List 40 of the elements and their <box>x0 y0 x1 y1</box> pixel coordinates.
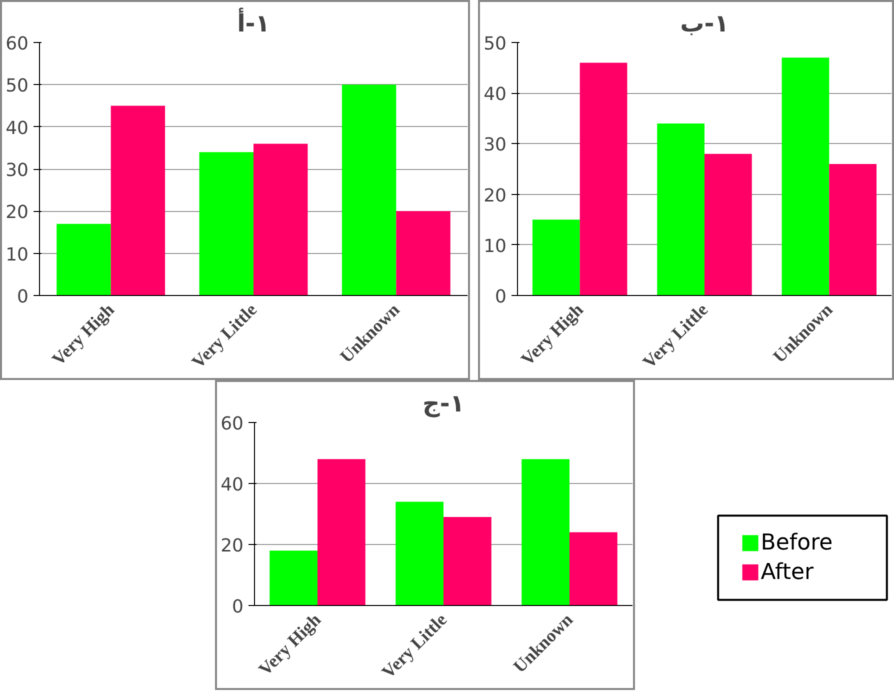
bar <box>396 211 450 296</box>
bar <box>342 84 396 296</box>
bar <box>110 106 166 296</box>
bar <box>532 220 580 296</box>
y-tick-label: 50 <box>484 34 506 54</box>
bar <box>270 550 318 606</box>
y-tick-label: 60 <box>6 34 28 54</box>
bar <box>56 224 111 296</box>
bar <box>199 152 254 296</box>
bar <box>704 154 752 296</box>
y-tick-label: 0 <box>232 596 244 618</box>
bar <box>522 459 570 606</box>
bar <box>570 532 618 606</box>
legend-label: Before <box>760 530 833 556</box>
y-tick-label: 0 <box>17 286 28 308</box>
bar <box>580 62 628 296</box>
y-tick-label: 30 <box>6 160 28 181</box>
bar <box>396 502 444 606</box>
y-tick-label: 50 <box>6 76 28 97</box>
y-tick-label: 60 <box>220 414 244 434</box>
chart-title: ١-أ <box>237 8 270 38</box>
y-tick-label: 10 <box>6 244 28 266</box>
bar <box>829 164 877 296</box>
legend-label: After <box>760 560 815 585</box>
bar <box>657 123 704 296</box>
chart-title: ١-ب <box>680 10 729 38</box>
y-tick-label: 40 <box>484 84 506 106</box>
y-tick-label: 40 <box>6 118 28 139</box>
y-tick-label: 30 <box>484 134 506 156</box>
bar <box>444 517 492 606</box>
bar <box>318 459 366 606</box>
bar <box>254 144 308 296</box>
y-tick-label: 0 <box>495 286 506 308</box>
y-tick-label: 20 <box>220 536 244 556</box>
bar <box>782 58 830 296</box>
y-tick-label: 20 <box>6 202 28 224</box>
y-tick-label: 20 <box>484 185 506 206</box>
y-tick-label: 10 <box>484 236 506 257</box>
y-tick-label: 40 <box>220 474 244 496</box>
chart-title: ١-ج <box>422 390 464 418</box>
